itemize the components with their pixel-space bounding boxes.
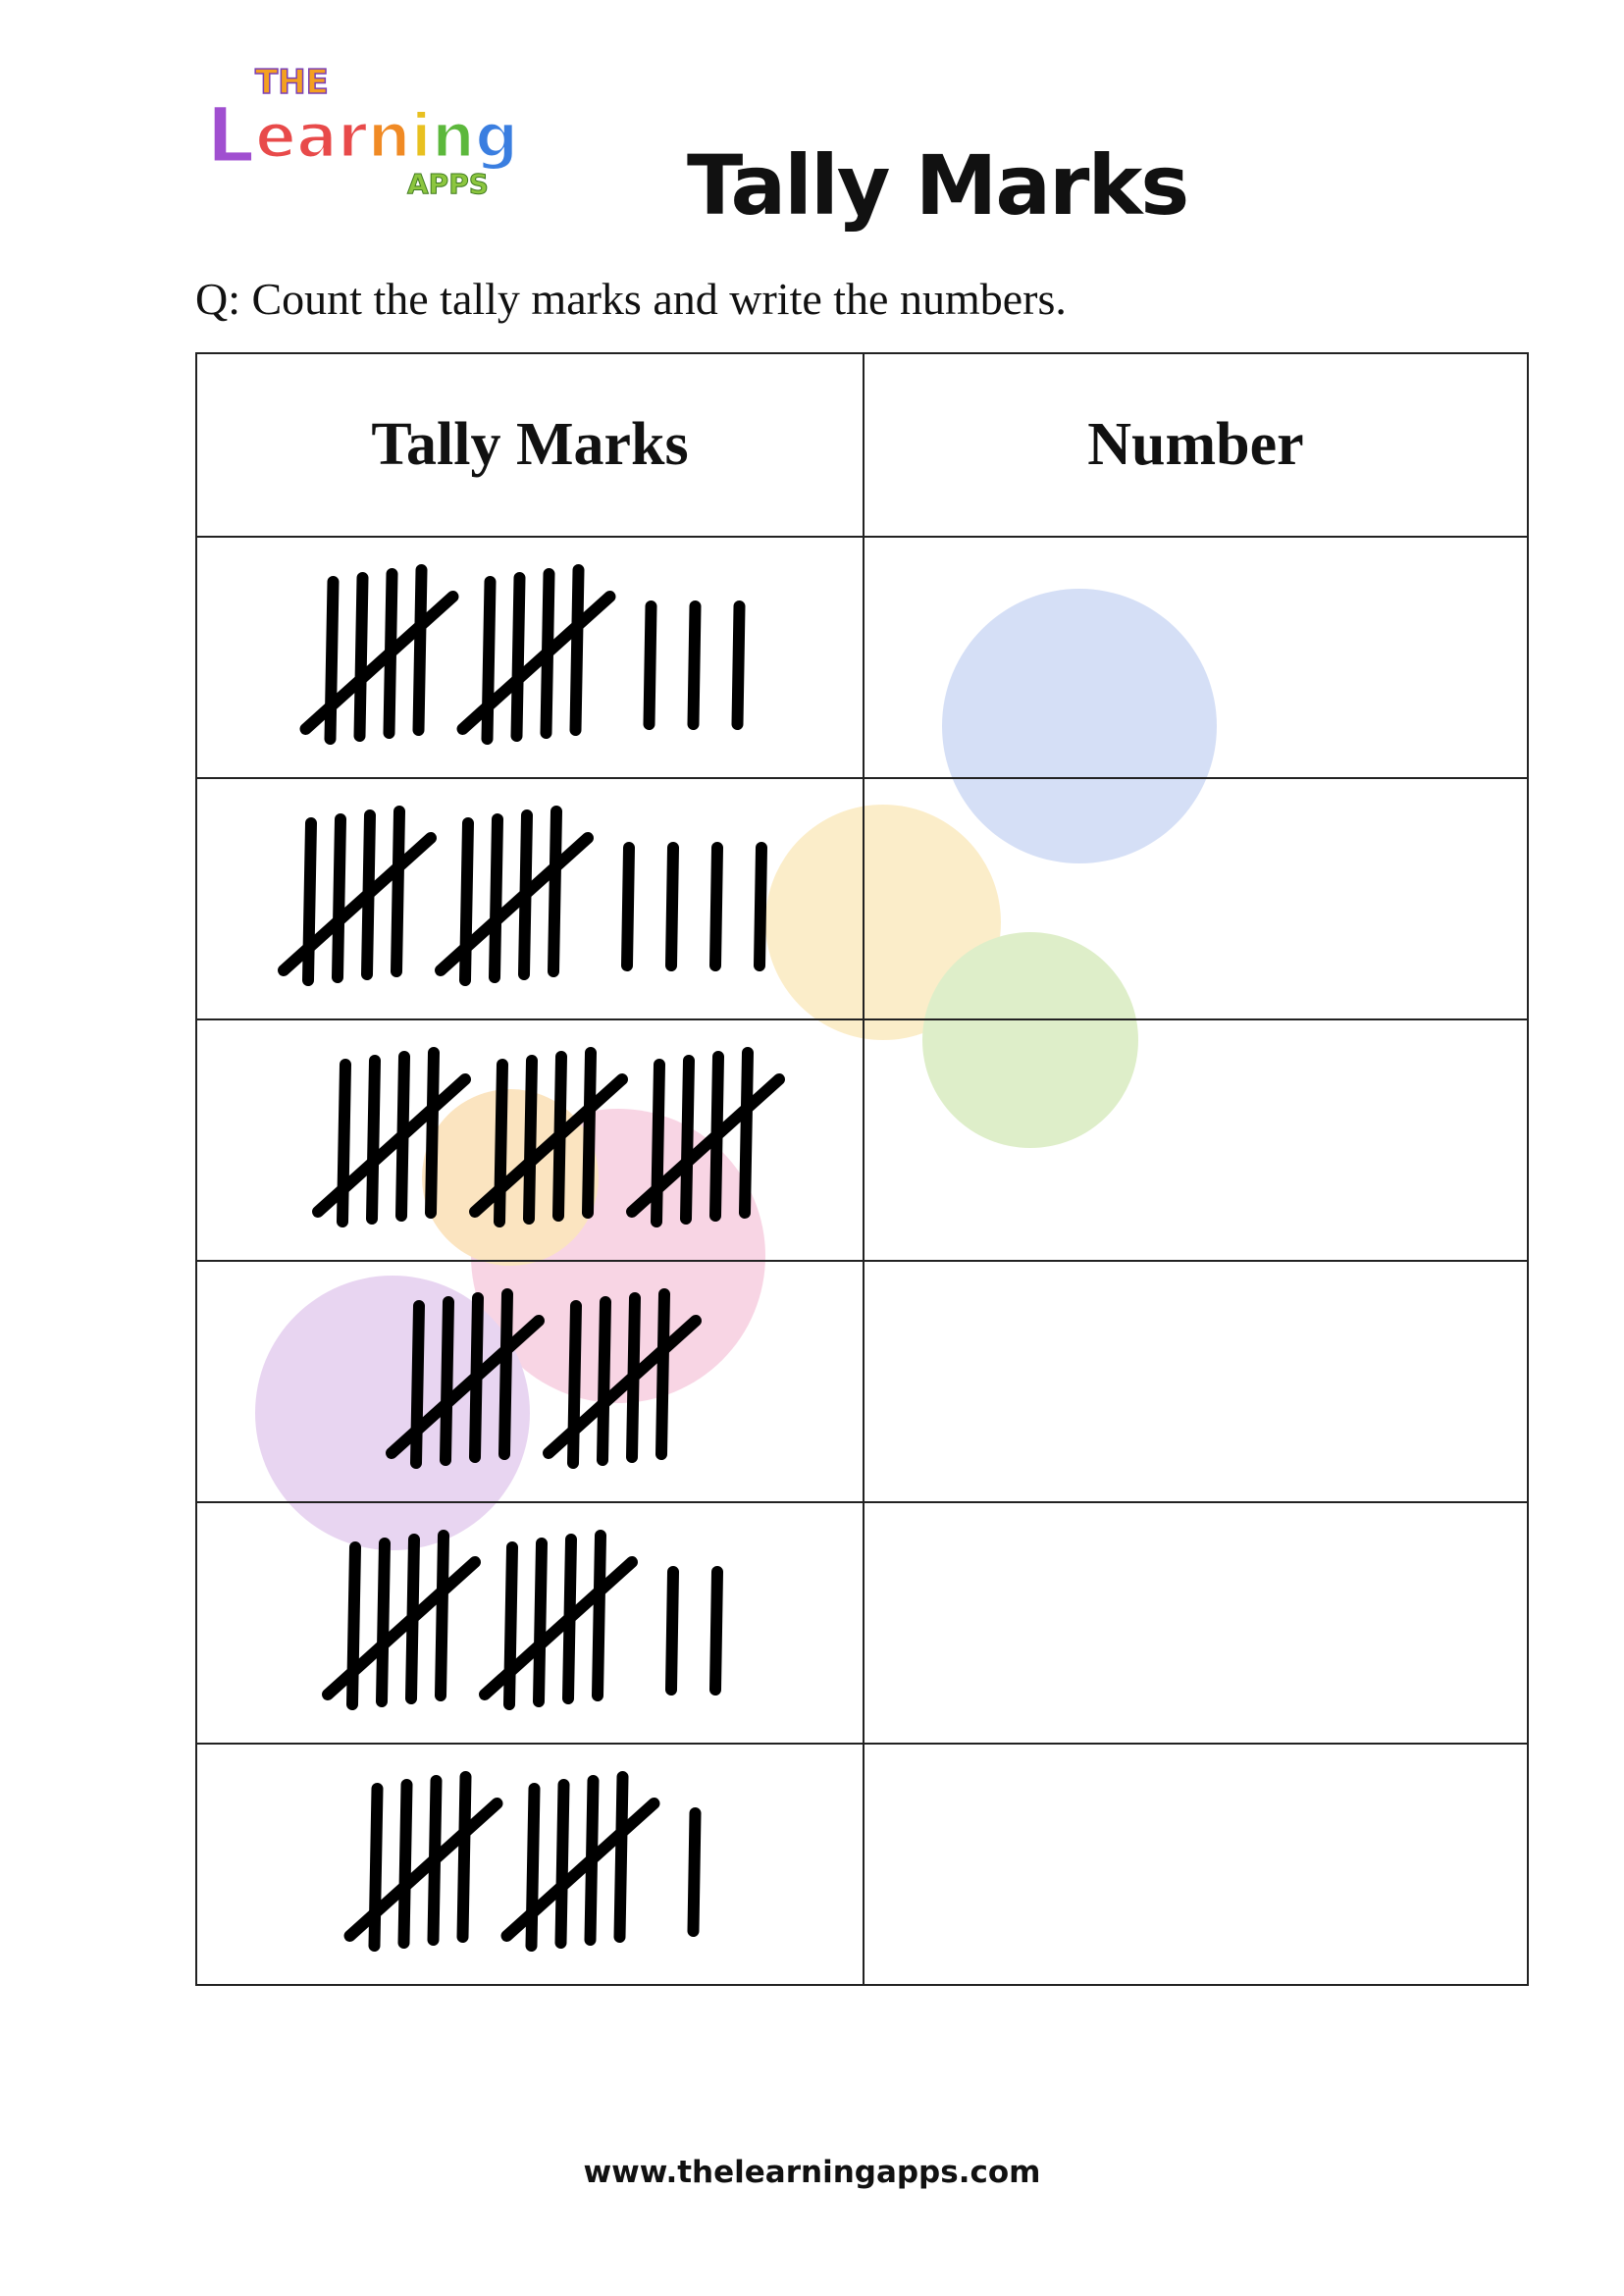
tally-slash <box>322 1556 481 1700</box>
tally-stroke <box>376 1538 391 1707</box>
logo-apps: APPS <box>407 168 489 200</box>
tally-slash <box>386 1315 545 1459</box>
tally-stroke <box>592 1530 606 1701</box>
tally-stroke <box>665 842 679 971</box>
tally-stroke <box>412 564 428 736</box>
tally-stroke <box>498 1288 513 1460</box>
number-answer-cell[interactable] <box>863 1260 1529 1503</box>
tally-stroke <box>533 1538 548 1707</box>
table-row <box>195 1018 1529 1262</box>
tally-stroke <box>391 806 405 977</box>
tally-stroke <box>337 1059 351 1227</box>
number-answer-cell[interactable] <box>863 1743 1529 1986</box>
logo-the: THE <box>255 63 329 102</box>
tally-stroke <box>582 1047 597 1219</box>
tally-stroke <box>523 1055 538 1225</box>
tally-slash <box>299 591 459 735</box>
tally-slash <box>312 1073 471 1218</box>
learning-apps-logo: THE L earning APPS <box>205 62 520 200</box>
tally-marks <box>312 1047 785 1227</box>
tally-marks <box>322 1530 723 1710</box>
tally-stroke <box>456 1771 472 1943</box>
tally-stroke <box>489 813 503 983</box>
tally-stroke <box>503 1541 518 1710</box>
tally-slash <box>435 832 594 976</box>
tally-stroke <box>731 600 746 730</box>
tally-slash <box>469 1073 628 1218</box>
tally-stroke <box>459 817 474 986</box>
tally-stroke <box>597 1296 611 1466</box>
tally-stroke <box>525 1783 541 1952</box>
question-text: Q: Count the tally marks and write the n… <box>195 274 1067 324</box>
table-row <box>195 1743 1529 1986</box>
tally-stroke <box>709 842 723 971</box>
logo-earning: earning <box>255 100 518 172</box>
tally-stroke <box>754 842 767 971</box>
tally-stroke <box>324 576 340 745</box>
tally-stroke <box>397 1779 413 1949</box>
tally-stroke <box>643 600 657 730</box>
tally-stroke <box>613 1771 629 1943</box>
table-row <box>195 777 1529 1020</box>
tally-stroke <box>687 600 702 730</box>
tally-cell <box>195 1743 864 1986</box>
tally-marks <box>299 564 746 745</box>
tally-marks <box>386 1288 702 1469</box>
number-answer-cell[interactable] <box>863 777 1529 1020</box>
tally-slash <box>343 1798 503 1942</box>
tally-stroke <box>567 1300 582 1469</box>
header-number: Number <box>863 352 1529 538</box>
table-header-row: Tally Marks Number <box>195 352 1529 538</box>
table-row <box>195 1501 1529 1745</box>
number-answer-cell[interactable] <box>863 1501 1529 1745</box>
tally-stroke <box>621 842 635 971</box>
tally-table: Tally Marks Number <box>195 352 1529 1986</box>
tally-cell <box>195 777 864 1020</box>
tally-stroke <box>651 1059 665 1227</box>
tally-stroke <box>332 813 346 983</box>
tally-stroke <box>494 1059 508 1227</box>
number-answer-cell[interactable] <box>863 536 1529 779</box>
footer-url: www.thelearningapps.com <box>583 2155 1041 2190</box>
tally-stroke <box>665 1566 679 1696</box>
tally-cell <box>195 1018 864 1262</box>
tally-cell <box>195 1260 864 1503</box>
table-row <box>195 1260 1529 1503</box>
tally-stroke <box>481 576 497 745</box>
header-tally-marks: Tally Marks <box>195 352 864 538</box>
tally-marks <box>278 806 767 986</box>
logo-learning: L <box>206 92 255 181</box>
tally-stroke <box>366 1055 381 1225</box>
tally-stroke <box>655 1288 670 1460</box>
tally-marks <box>343 1771 702 1952</box>
tally-stroke <box>346 1541 361 1710</box>
tally-stroke <box>739 1047 754 1219</box>
tally-stroke <box>440 1296 454 1466</box>
tally-stroke <box>425 1047 440 1219</box>
tally-stroke <box>687 1807 702 1937</box>
tally-stroke <box>548 806 562 977</box>
table-row <box>195 536 1529 779</box>
tally-slash <box>456 591 616 735</box>
tally-slash <box>543 1315 702 1459</box>
tally-stroke <box>554 1779 570 1949</box>
tally-stroke <box>302 817 317 986</box>
tally-stroke <box>368 1783 384 1952</box>
number-answer-cell[interactable] <box>863 1018 1529 1262</box>
tally-slash <box>626 1073 785 1218</box>
tally-stroke <box>510 572 526 742</box>
tally-stroke <box>569 564 585 736</box>
tally-cell <box>195 1501 864 1745</box>
page-title: Tally Marks <box>687 137 1189 234</box>
tally-stroke <box>709 1566 723 1696</box>
tally-slash <box>500 1798 660 1942</box>
tally-slash <box>479 1556 638 1700</box>
tally-stroke <box>410 1300 425 1469</box>
tally-slash <box>278 832 437 976</box>
tally-cell <box>195 536 864 779</box>
tally-stroke <box>680 1055 695 1225</box>
tally-stroke <box>435 1530 449 1701</box>
tally-stroke <box>353 572 369 742</box>
